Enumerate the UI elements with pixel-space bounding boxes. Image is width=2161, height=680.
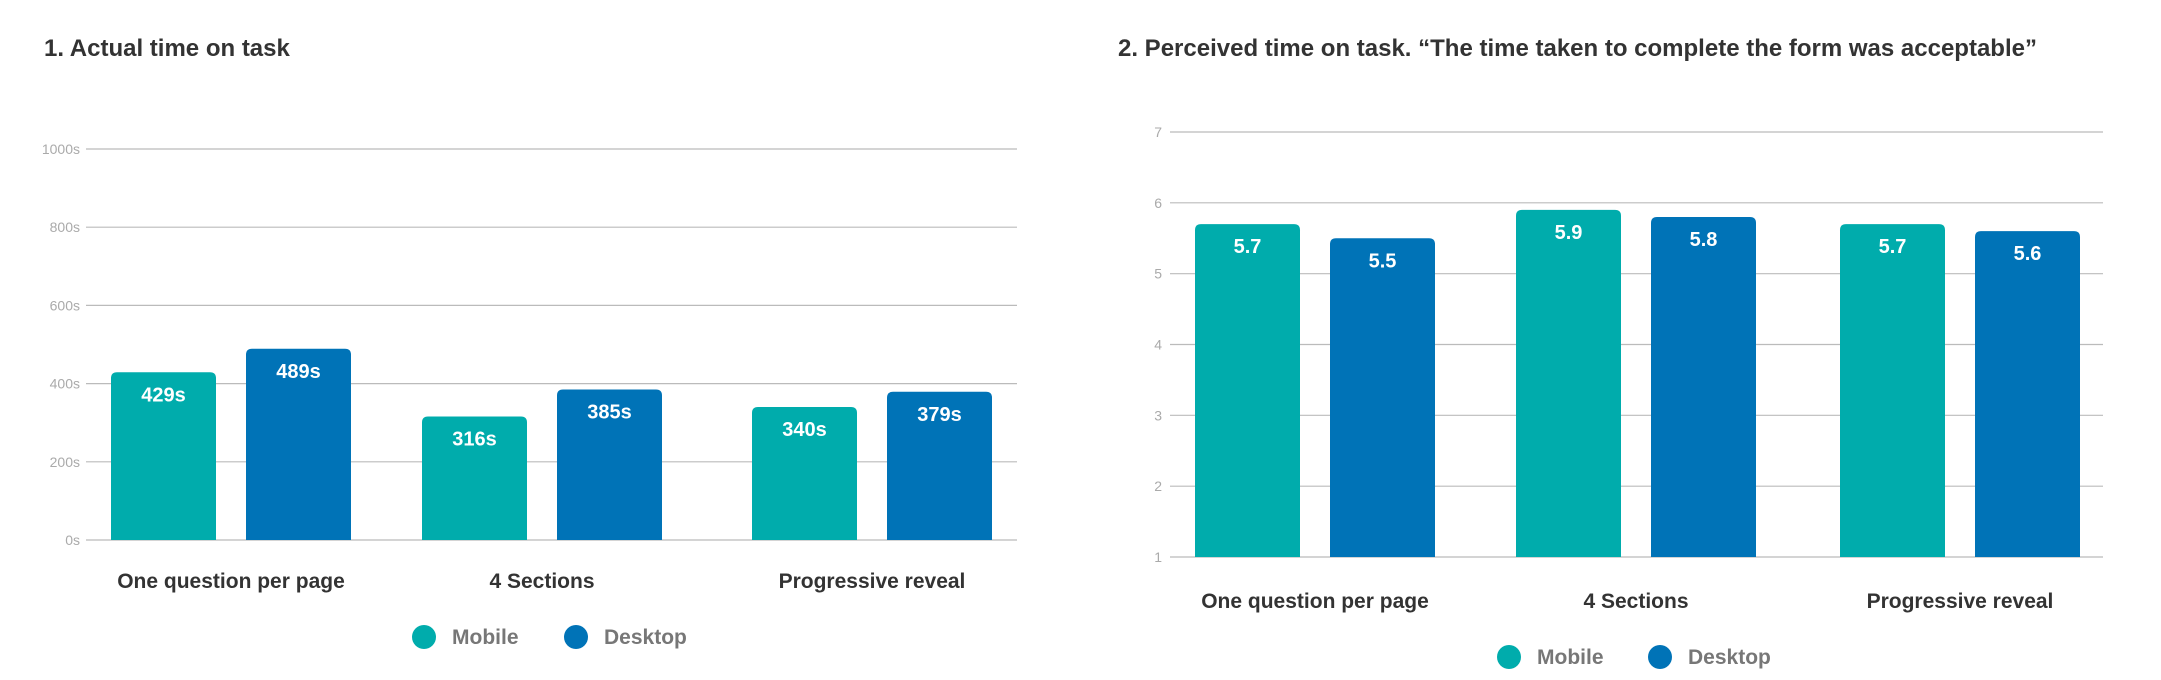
bar-mobile bbox=[752, 407, 857, 540]
chart-title: 1. Actual time on task bbox=[44, 35, 291, 62]
legend-label-mobile: Mobile bbox=[1537, 646, 1604, 669]
y-tick-label: 200s bbox=[50, 454, 80, 470]
legend-marker-mobile bbox=[1497, 645, 1521, 669]
y-tick-label: 6 bbox=[1154, 195, 1162, 211]
data-label: 379s bbox=[917, 404, 962, 426]
data-label: 429s bbox=[141, 384, 186, 406]
data-label: 5.7 bbox=[1234, 236, 1262, 258]
category-labels: One question per page 4 Sections Progressi… bbox=[117, 570, 965, 593]
gridlines bbox=[1170, 131, 2103, 558]
category-labels: One question per page 4 Sections Progressi… bbox=[1201, 590, 2053, 613]
y-tick-labels: 1 2 3 4 5 6 7 bbox=[1154, 124, 1162, 565]
bar-desktop bbox=[887, 391, 992, 540]
legend-label-desktop: Desktop bbox=[604, 626, 687, 649]
y-tick-label: 0s bbox=[65, 532, 80, 548]
data-label: 340s bbox=[782, 419, 827, 441]
legend: Mobile Desktop bbox=[1497, 645, 1771, 669]
legend-marker-desktop bbox=[564, 625, 588, 649]
bar-mobile bbox=[422, 416, 527, 540]
data-label: 316s bbox=[452, 428, 497, 450]
legend-marker-desktop bbox=[1648, 645, 1672, 669]
data-label: 5.5 bbox=[1369, 250, 1397, 272]
category-label: 4 Sections bbox=[1583, 590, 1688, 613]
bar-desktop bbox=[1975, 231, 2080, 557]
bar-desktop bbox=[1651, 217, 1756, 557]
category-label: Progressive reveal bbox=[1867, 590, 2054, 613]
y-tick-label: 2 bbox=[1154, 478, 1162, 494]
chart-perceived-time: 2. Perceived time on task. “The time tak… bbox=[1118, 35, 2103, 669]
bars: 5.7 5.5 5.9 5.8 5.7 5.6 bbox=[1195, 209, 2080, 558]
data-label: 5.6 bbox=[2014, 243, 2042, 265]
y-tick-labels: 0s 200s 400s 600s 800s 1000s bbox=[42, 141, 80, 548]
y-tick-label: 5 bbox=[1154, 266, 1162, 282]
category-label: Progressive reveal bbox=[779, 570, 966, 593]
gridlines bbox=[86, 148, 1017, 541]
bar-mobile bbox=[1840, 224, 1945, 558]
legend-label-desktop: Desktop bbox=[1688, 646, 1771, 669]
data-label: 5.7 bbox=[1879, 236, 1907, 258]
y-tick-label: 3 bbox=[1154, 407, 1162, 423]
y-tick-label: 1000s bbox=[42, 141, 80, 157]
data-label: 385s bbox=[587, 401, 632, 423]
data-label: 489s bbox=[276, 361, 321, 383]
legend-label-mobile: Mobile bbox=[452, 626, 519, 649]
y-tick-label: 1 bbox=[1154, 549, 1162, 565]
bar-desktop bbox=[557, 389, 662, 540]
y-tick-label: 7 bbox=[1154, 124, 1162, 140]
bar-mobile bbox=[111, 372, 216, 540]
bar-mobile bbox=[1516, 209, 1621, 557]
data-label: 5.9 bbox=[1555, 222, 1583, 244]
legend-marker-mobile bbox=[412, 625, 436, 649]
legend: Mobile Desktop bbox=[412, 625, 687, 649]
bar-desktop bbox=[1330, 238, 1435, 557]
y-tick-label: 800s bbox=[50, 219, 80, 235]
bar-desktop bbox=[246, 348, 351, 540]
category-label: 4 Sections bbox=[489, 570, 594, 593]
bars: 429s 489s 316s 385s 340s 379s bbox=[111, 348, 992, 540]
bar-mobile bbox=[1195, 224, 1300, 558]
data-label: 5.8 bbox=[1690, 229, 1718, 251]
chart-actual-time: 1. Actual time on task 0s 200s 400s 600s 800… bbox=[42, 35, 1017, 649]
category-label: One question per page bbox=[1201, 590, 1429, 613]
chart-title: 2. Perceived time on task. “The time tak… bbox=[1118, 35, 2037, 62]
category-label: One question per page bbox=[117, 570, 345, 593]
y-tick-label: 400s bbox=[50, 376, 80, 392]
y-tick-label: 600s bbox=[50, 297, 80, 313]
y-tick-label: 4 bbox=[1154, 337, 1162, 353]
